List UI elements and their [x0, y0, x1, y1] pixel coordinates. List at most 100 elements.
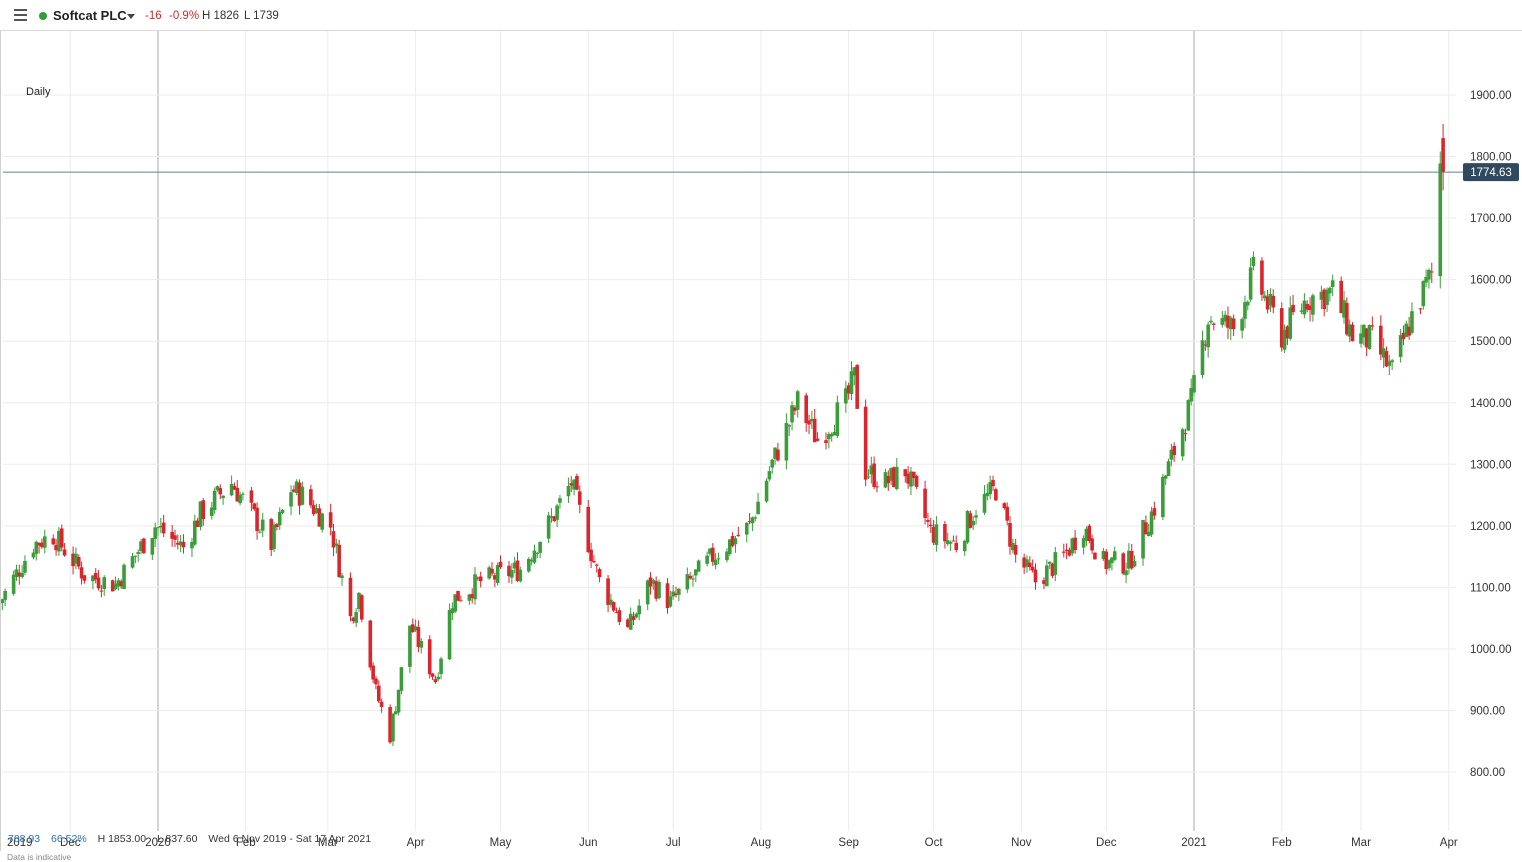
candle-body [1260, 261, 1264, 295]
candle-body [555, 506, 559, 520]
candle [567, 478, 571, 503]
candle-body [134, 556, 138, 557]
x-tick-label: Sep [838, 837, 858, 849]
range-stat-value: 708.93 [8, 833, 40, 845]
candle-body [691, 578, 695, 579]
candle-body [935, 524, 939, 545]
candle-body [547, 515, 551, 538]
x-tick-label: Jul [666, 837, 681, 849]
x-tick-label: Mar [1351, 837, 1371, 849]
candle-body [20, 573, 24, 577]
candle-body [490, 569, 494, 574]
candle-body [688, 576, 692, 578]
candle [952, 535, 956, 541]
candle [151, 538, 155, 560]
x-tick-label: Feb [1272, 837, 1292, 849]
candle-body [1232, 319, 1236, 330]
y-axis-labels: 1900.001800.001700.001600.001500.001400.… [1470, 90, 1512, 779]
candle-body [974, 515, 978, 517]
candle-body [261, 520, 265, 531]
candle-body [380, 702, 384, 707]
candle-body [1124, 570, 1128, 575]
candle-body [745, 523, 749, 535]
candle-body [153, 527, 157, 539]
y-tick-label: 800.00 [1470, 767, 1505, 779]
candle [102, 575, 106, 596]
candle-body [1161, 477, 1165, 517]
candle-body [954, 543, 958, 550]
candle-body [629, 614, 633, 630]
candle-body [60, 528, 64, 547]
candle-body [360, 595, 364, 619]
candle [598, 567, 602, 582]
date-range: Wed 6 Nov 2019 - Sat 17 Apr 2021 [208, 833, 371, 845]
candle-body [1209, 321, 1213, 323]
candle [785, 413, 789, 469]
candle-body [1430, 271, 1434, 272]
candle [765, 478, 769, 503]
candle-body [875, 486, 879, 487]
candle-body [1206, 324, 1210, 347]
candle-body [289, 492, 293, 506]
candle-body [1005, 507, 1009, 521]
candle-body [309, 489, 313, 505]
instrument-dropdown-chevron-icon[interactable] [127, 14, 135, 19]
candle-body [711, 548, 715, 562]
candle-body [717, 558, 721, 559]
candle-body [669, 596, 673, 606]
candle-body [337, 545, 341, 577]
candle-body [872, 464, 876, 488]
candle-body [1252, 257, 1256, 266]
candle-body [1328, 288, 1332, 294]
y-tick-label: 1800.00 [1470, 152, 1512, 164]
candle [586, 500, 590, 553]
hamburger-menu-icon[interactable] [14, 9, 27, 21]
candle [411, 619, 415, 633]
candle [776, 443, 780, 462]
instrument-name[interactable]: Softcat PLC [53, 8, 127, 23]
candle [329, 504, 333, 536]
timeframe-label[interactable]: Daily [26, 86, 50, 98]
candle-body [201, 500, 205, 519]
price-chart[interactable]: 1774.63 1900.001800.001700.001600.001500… [1, 31, 1522, 851]
candle [261, 513, 265, 537]
candle [213, 488, 217, 514]
candle-body [785, 423, 789, 461]
candle-body [255, 508, 259, 531]
candle-body [182, 542, 186, 548]
range-statistics: 708.93 66.52% H 1853.00 L 837.60 Wed 6 N… [8, 833, 379, 845]
candle-body [436, 677, 440, 680]
candle [408, 625, 412, 672]
candle-body [983, 494, 987, 513]
candle-body [368, 621, 372, 668]
candle [193, 515, 197, 546]
candle [533, 545, 537, 565]
candle-body [1331, 280, 1335, 287]
candle [657, 580, 661, 600]
candle-body [1240, 319, 1244, 331]
range-high: H 1853.00 [98, 833, 146, 845]
candle [538, 541, 542, 558]
candle-body [824, 440, 828, 443]
candle-body [578, 491, 582, 504]
candle [1311, 294, 1315, 322]
candle [836, 396, 840, 438]
session-low: L 1739 [244, 10, 279, 22]
candle-body [796, 391, 800, 410]
candle [230, 476, 234, 497]
candle-body [816, 439, 820, 441]
candle-body [657, 582, 661, 598]
candle [397, 690, 401, 716]
candle-body [637, 606, 641, 615]
candle-body [867, 476, 871, 477]
y-tick-label: 1200.00 [1470, 521, 1512, 533]
candle-body [612, 602, 616, 610]
candle [431, 673, 435, 680]
y-tick-label: 1900.00 [1470, 90, 1512, 102]
x-tick-label: Oct [925, 837, 944, 849]
candle-body [258, 532, 262, 533]
candle-body [1421, 281, 1425, 306]
candle-body [538, 542, 542, 553]
candle [499, 555, 503, 568]
